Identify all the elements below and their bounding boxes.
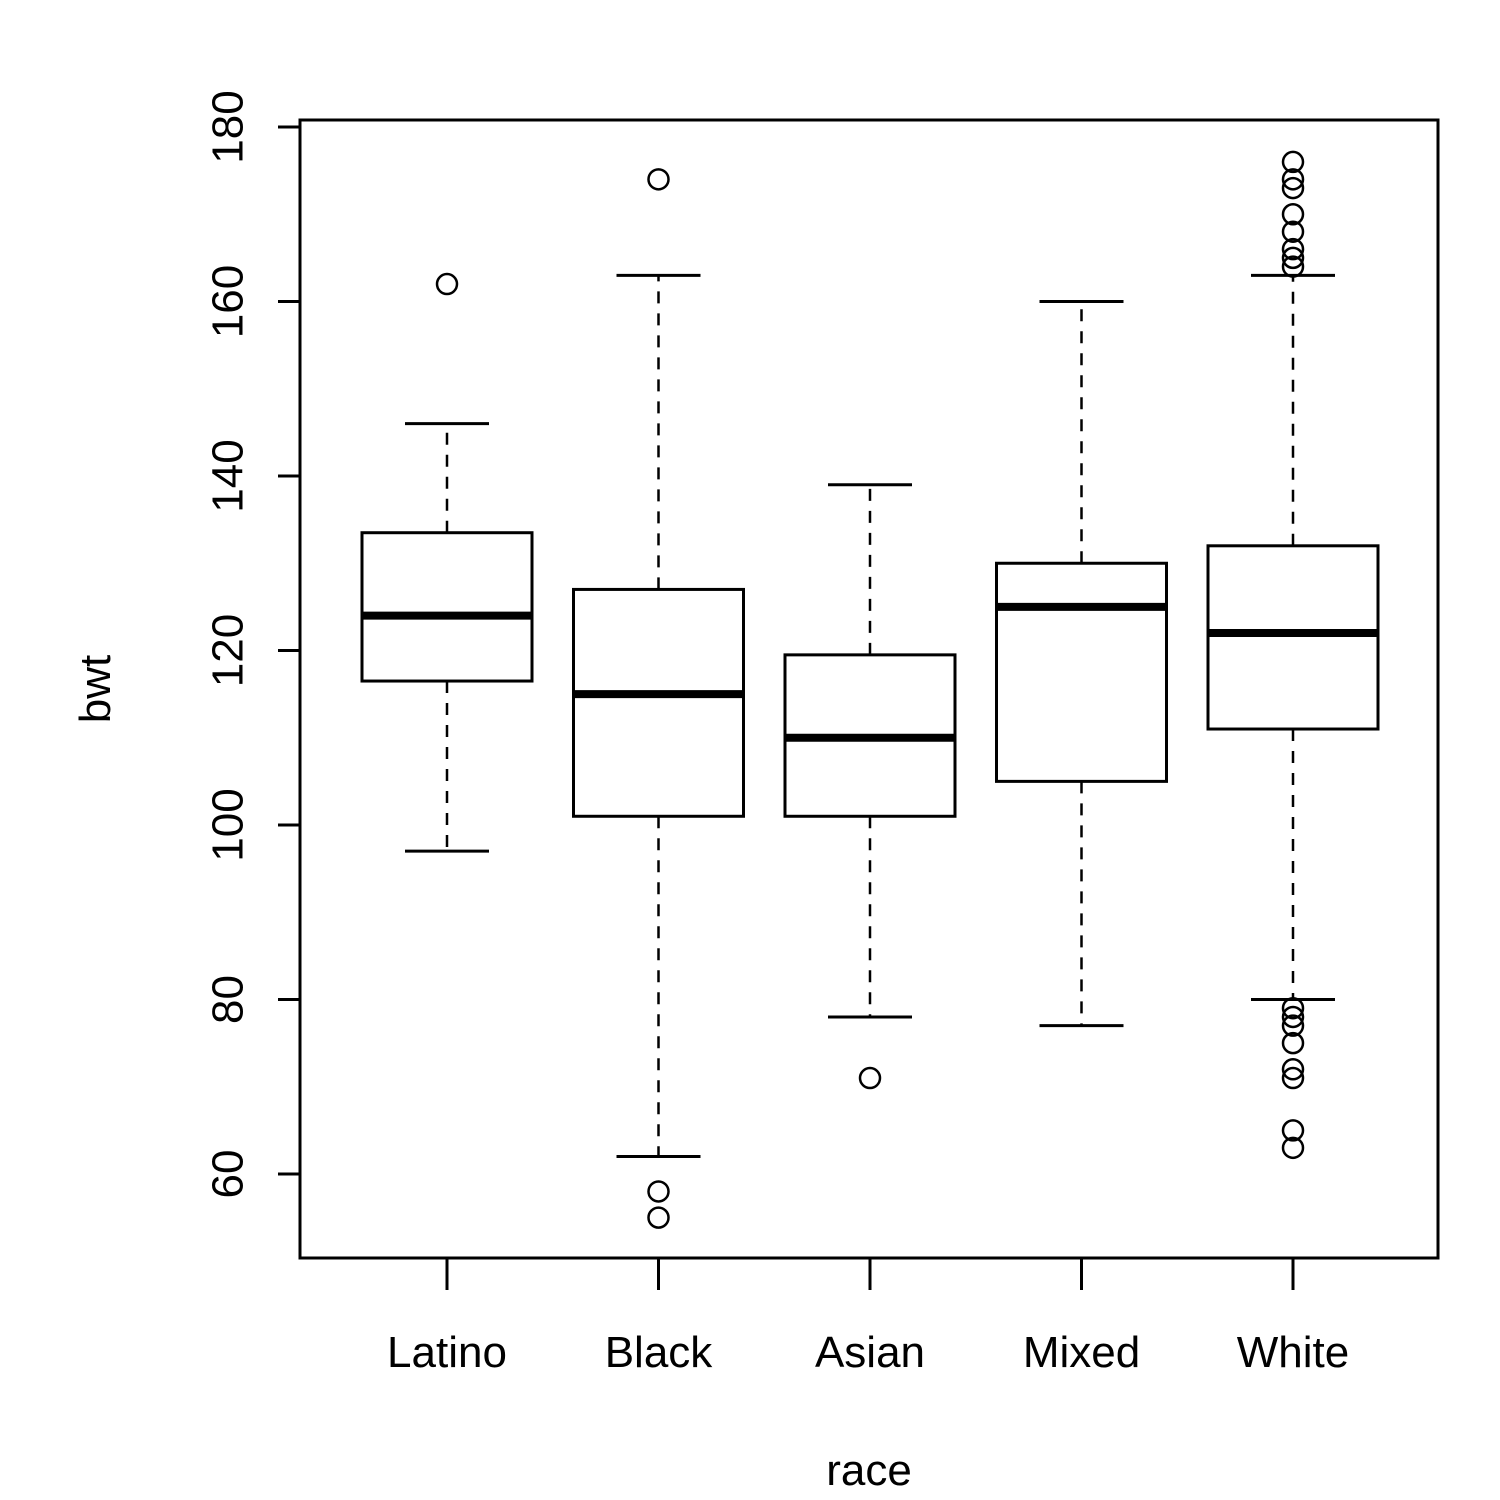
x-axis-ticks: Latino Black Asian Mixed White [387, 1258, 1349, 1377]
box-white [1206, 150, 1380, 1160]
outlier-point [1281, 255, 1305, 278]
y-tick-label: 60 [204, 1150, 253, 1199]
outlier-point [1281, 1031, 1305, 1055]
outlier-point [647, 168, 670, 191]
box-latino [360, 272, 534, 853]
outlier-point [1281, 237, 1305, 261]
y-tick-label: 160 [204, 265, 253, 338]
outlier-point [858, 1066, 882, 1090]
outlier-point [435, 272, 459, 296]
outlier-point [1281, 1119, 1305, 1142]
box-mixed [995, 300, 1168, 1028]
x-tick-label: Asian [815, 1328, 925, 1377]
y-axis-ticks: 60 80 100 120 140 160 180 [204, 90, 300, 1199]
y-tick-label: 180 [204, 90, 253, 163]
outlier-point [1281, 203, 1305, 226]
outlier-point [1281, 150, 1305, 174]
x-axis-title: race [826, 1446, 912, 1495]
x-tick-label: Black [605, 1328, 714, 1377]
outlier-point [1281, 996, 1305, 1020]
x-tick-label: White [1237, 1328, 1349, 1377]
outlier-point [1281, 1058, 1305, 1081]
outlier-point [1281, 220, 1305, 243]
outlier-point [647, 1206, 670, 1229]
outlier-point [1281, 176, 1305, 200]
outlier-point [647, 1180, 670, 1203]
y-tick-label: 80 [204, 975, 253, 1024]
box-black [572, 168, 745, 1229]
iqr-box [572, 587, 745, 818]
boxes-group [360, 150, 1380, 1229]
outlier-point [1281, 1066, 1305, 1090]
outlier-point [1281, 1014, 1305, 1037]
x-tick-label: Latino [387, 1328, 507, 1377]
box-asian [783, 483, 957, 1090]
iqr-box [1206, 544, 1380, 731]
outlier-point [1281, 168, 1305, 191]
y-tick-label: 140 [204, 439, 253, 512]
iqr-box [995, 561, 1168, 783]
outlier-point [1281, 246, 1305, 270]
y-axis-title: bwt [71, 655, 120, 723]
x-tick-label: Mixed [1023, 1328, 1140, 1377]
y-tick-label: 120 [204, 614, 253, 687]
outlier-point [1281, 1136, 1305, 1160]
outlier-point [1281, 1005, 1305, 1029]
y-tick-label: 100 [204, 788, 253, 861]
iqr-box [360, 531, 534, 683]
